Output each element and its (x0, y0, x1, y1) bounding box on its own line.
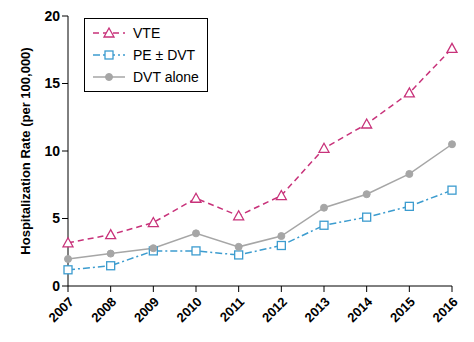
svg-text:2013: 2013 (302, 294, 333, 325)
svg-text:2007: 2007 (46, 294, 77, 325)
svg-text:2015: 2015 (387, 294, 418, 325)
svg-text:2014: 2014 (344, 293, 376, 325)
svg-text:20: 20 (44, 8, 60, 24)
svg-text:5: 5 (52, 210, 60, 226)
html-text:VTE: VTE (133, 25, 161, 41)
svg-text:10: 10 (44, 143, 60, 159)
html-text:DVT alone: DVT alone (133, 69, 199, 85)
svg-text:2010: 2010 (174, 294, 205, 325)
svg-text:2009: 2009 (131, 294, 162, 325)
svg-text:2016: 2016 (430, 294, 461, 325)
svg-text:Hospitalization Rate (per 100,: Hospitalization Rate (per 100,000) (18, 47, 33, 254)
svg-text:2012: 2012 (259, 294, 290, 325)
svg-text:2008: 2008 (88, 294, 119, 325)
svg-text:2011: 2011 (217, 294, 248, 325)
svg-text:0: 0 (52, 278, 60, 294)
html-text:PE ± DVT: PE ± DVT (133, 47, 196, 63)
svg-text:15: 15 (44, 75, 60, 91)
